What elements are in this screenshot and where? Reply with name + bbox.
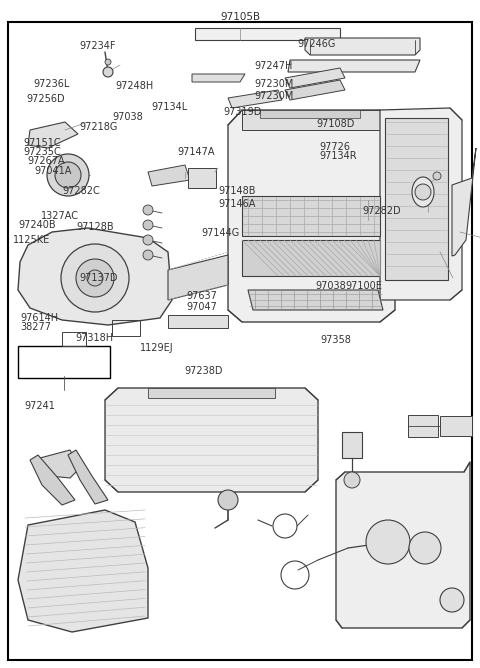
Text: 97318H: 97318H	[76, 333, 114, 343]
Text: 97248H: 97248H	[115, 81, 154, 92]
Circle shape	[366, 520, 410, 564]
Text: 97147A: 97147A	[178, 147, 215, 157]
Polygon shape	[452, 148, 476, 256]
Bar	[440, 416, 472, 436]
Polygon shape	[242, 196, 380, 236]
Polygon shape	[68, 450, 108, 504]
Text: 1129EJ: 1129EJ	[140, 343, 174, 353]
Circle shape	[103, 67, 113, 77]
Polygon shape	[336, 462, 470, 628]
Circle shape	[218, 490, 238, 510]
Circle shape	[143, 235, 153, 245]
Text: 97358: 97358	[321, 335, 351, 345]
Text: 97282C: 97282C	[62, 186, 100, 196]
Polygon shape	[288, 60, 420, 72]
Circle shape	[433, 172, 441, 180]
Polygon shape	[168, 255, 228, 300]
Polygon shape	[105, 388, 318, 492]
Polygon shape	[40, 450, 80, 478]
Polygon shape	[195, 28, 340, 40]
Polygon shape	[148, 165, 190, 186]
Text: 1327AC: 1327AC	[41, 211, 79, 221]
Circle shape	[415, 184, 431, 200]
Text: 97108D: 97108D	[317, 119, 355, 129]
Text: 97246G: 97246G	[298, 39, 336, 49]
Circle shape	[143, 205, 153, 215]
Text: 97319D: 97319D	[223, 107, 262, 117]
Text: 97218G: 97218G	[79, 122, 118, 132]
Ellipse shape	[412, 177, 434, 207]
Polygon shape	[192, 74, 245, 82]
Text: 97637: 97637	[186, 291, 217, 301]
Circle shape	[105, 59, 111, 65]
Polygon shape	[228, 90, 282, 108]
Text: 97256D: 97256D	[26, 94, 65, 104]
Ellipse shape	[55, 162, 81, 188]
Text: 97038: 97038	[113, 112, 144, 122]
Text: 97137D: 97137D	[79, 273, 118, 283]
Polygon shape	[30, 455, 75, 505]
Text: 97267A: 97267A	[28, 156, 65, 166]
Polygon shape	[18, 228, 172, 325]
Ellipse shape	[61, 244, 129, 312]
Text: 97241: 97241	[24, 401, 55, 411]
Text: 97234F: 97234F	[79, 41, 116, 51]
Circle shape	[440, 588, 464, 612]
Circle shape	[143, 250, 153, 260]
Text: 97047: 97047	[186, 302, 217, 312]
Text: 97235C: 97235C	[23, 147, 61, 157]
Polygon shape	[168, 315, 228, 328]
Text: 97041A: 97041A	[35, 166, 72, 176]
Polygon shape	[285, 68, 345, 88]
Polygon shape	[260, 110, 360, 118]
Polygon shape	[242, 240, 380, 276]
Text: 97238D: 97238D	[185, 366, 223, 376]
Text: 97230M: 97230M	[254, 91, 294, 101]
Ellipse shape	[76, 259, 114, 297]
Bar	[342, 432, 362, 458]
Bar	[408, 415, 438, 437]
Polygon shape	[242, 110, 380, 130]
Polygon shape	[380, 108, 462, 300]
Text: 97134L: 97134L	[151, 102, 188, 112]
Polygon shape	[28, 122, 78, 148]
Circle shape	[344, 472, 360, 488]
Text: 97146A: 97146A	[218, 199, 256, 209]
Text: 97247H: 97247H	[254, 61, 293, 71]
Bar	[62, 332, 86, 346]
Text: 97100E: 97100E	[346, 281, 383, 291]
Text: 97726: 97726	[319, 142, 350, 152]
Polygon shape	[18, 510, 148, 632]
Text: 1125KE: 1125KE	[13, 235, 51, 245]
Text: 97151C: 97151C	[23, 138, 60, 148]
Text: 97038: 97038	[316, 281, 347, 291]
Ellipse shape	[47, 154, 89, 196]
Text: 97230M: 97230M	[254, 79, 294, 89]
Text: 97134R: 97134R	[319, 151, 357, 161]
Text: 97128B: 97128B	[77, 222, 114, 232]
Ellipse shape	[87, 270, 103, 286]
Text: 97614H: 97614H	[20, 313, 58, 323]
Text: 97105B: 97105B	[220, 12, 260, 22]
Text: 97240B: 97240B	[18, 220, 56, 230]
Polygon shape	[228, 110, 395, 322]
Polygon shape	[248, 290, 383, 310]
Polygon shape	[305, 38, 420, 55]
Text: 97236L: 97236L	[34, 79, 70, 89]
Text: 97144G: 97144G	[202, 228, 240, 238]
Text: 97148B: 97148B	[218, 186, 256, 196]
Polygon shape	[148, 388, 275, 398]
Text: 97282D: 97282D	[362, 206, 401, 216]
Bar	[112, 320, 140, 336]
Bar	[188, 168, 216, 188]
Text: 38277: 38277	[20, 322, 51, 332]
Polygon shape	[385, 118, 448, 280]
Circle shape	[143, 220, 153, 230]
Polygon shape	[285, 80, 345, 100]
Circle shape	[409, 532, 441, 564]
